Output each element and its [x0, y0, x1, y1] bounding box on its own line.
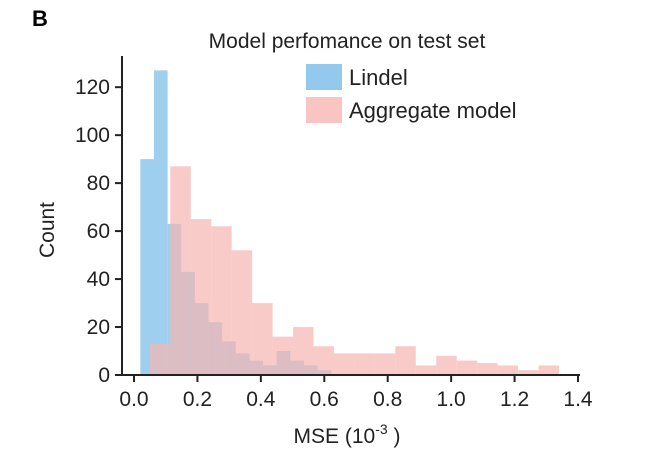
bar-aggregate-model-9	[333, 353, 355, 375]
bar-aggregate-model-8	[313, 346, 334, 375]
y-tick-label-2: 40	[87, 268, 110, 291]
y-tick-label-1: 20	[87, 316, 110, 339]
bar-aggregate-model-2	[190, 219, 212, 375]
legend: Lindel Aggregate model	[306, 64, 517, 123]
x-axis-title-main: MSE (10	[294, 425, 376, 448]
x-axis-title: MSE (10-3 )	[294, 421, 401, 448]
panel-label: B	[32, 6, 48, 31]
y-tick-label-3: 60	[87, 220, 110, 243]
bar-aggregate-model-5	[252, 303, 273, 375]
bar-aggregate-model-19	[538, 365, 559, 375]
x-tick-label-2: 0.4	[246, 388, 276, 411]
bar-aggregate-model-0	[149, 343, 171, 375]
y-tick-label-6: 120	[75, 76, 110, 99]
y-axis-title: Count	[36, 202, 59, 258]
bar-aggregate-model-16	[477, 363, 498, 375]
bar-aggregate-model-13	[415, 365, 437, 375]
bar-aggregate-model-12	[395, 346, 416, 375]
x-tick-label-0: 0.0	[119, 388, 148, 411]
chart-title: Model perfomance on test set	[209, 30, 486, 53]
y-tick-label-0: 0	[98, 364, 110, 387]
legend-swatch-aggregate-model	[306, 97, 342, 123]
x-tick-label-7: 1.4	[563, 388, 593, 411]
x-axis-title-superscript: -3	[375, 421, 388, 437]
y-tick-label-5: 100	[75, 124, 110, 147]
bar-aggregate-model-7	[293, 327, 314, 375]
bar-aggregate-model-17	[497, 365, 519, 375]
bar-aggregate-model-3	[211, 226, 232, 375]
bar-aggregate-model-10	[354, 353, 375, 375]
axes-layer: 0 20 40 60 80 100 120 0.0 0.2 0.4 0.6 0.8 1.0 1.2 1.4	[75, 56, 593, 411]
legend-label-lindel: Lindel	[349, 65, 408, 90]
x-tick-label-3: 0.6	[310, 388, 339, 411]
bar-lindel-0	[140, 159, 154, 375]
x-tick-label-5: 1.0	[437, 388, 466, 411]
bar-aggregate-model-14	[436, 355, 457, 375]
bar-aggregate-model-18	[518, 370, 539, 375]
y-tick-label-4: 80	[87, 172, 110, 195]
bar-aggregate-model-15	[456, 360, 478, 375]
x-tick-label-1: 0.2	[183, 388, 212, 411]
bar-lindel-1	[153, 70, 168, 375]
bars-layer	[140, 70, 559, 375]
bar-aggregate-model-6	[272, 336, 294, 375]
legend-label-aggregate-model: Aggregate model	[349, 98, 517, 123]
x-tick-label-4: 0.8	[373, 388, 402, 411]
bar-aggregate-model-4	[231, 250, 253, 375]
x-tick-label-6: 1.2	[500, 388, 529, 411]
bar-aggregate-model-11	[374, 353, 396, 375]
bar-aggregate-model-1	[170, 166, 191, 375]
legend-swatch-lindel	[306, 64, 342, 90]
x-axis-title-suffix: )	[388, 425, 401, 448]
